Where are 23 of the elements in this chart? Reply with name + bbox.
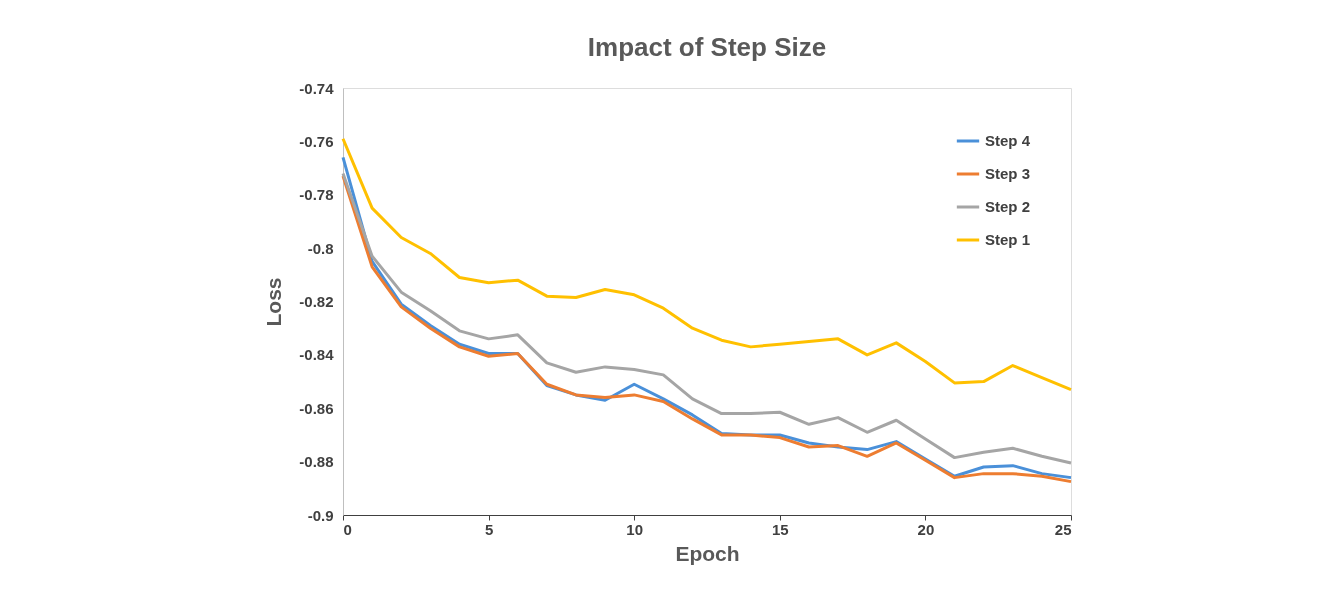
x-tick-label: 5 — [484, 520, 494, 538]
x-tick-label: 20 — [917, 520, 935, 538]
x-tick-label: 0 — [343, 520, 352, 538]
y-tick-label: -0.8 — [307, 239, 334, 257]
y-tick-label: -0.78 — [299, 186, 334, 204]
y-tick-label: -0.88 — [299, 453, 334, 471]
y-tick-label: -0.9 — [307, 506, 334, 524]
y-axis-title: Loss — [262, 277, 286, 327]
y-tick-label: -0.84 — [299, 346, 335, 364]
legend-label: Step 2 — [985, 198, 1031, 215]
y-tick-label: -0.86 — [299, 399, 334, 417]
x-tick-label: 10 — [626, 520, 644, 538]
x-tick-label: 15 — [771, 520, 789, 538]
line-series — [341, 137, 1073, 392]
legend-label: Step 4 — [985, 132, 1031, 149]
x-tick-label: 25 — [1054, 520, 1072, 538]
y-tick-label: -0.82 — [299, 293, 334, 310]
y-tick-label: -0.74 — [299, 79, 335, 97]
chart-title: Impact of Step Size — [587, 32, 827, 62]
x-axis-title: Epoch — [675, 541, 740, 565]
y-tick-label: -0.76 — [299, 132, 334, 150]
legend-label: Step 3 — [985, 165, 1031, 182]
legend-label: Step 1 — [985, 231, 1031, 248]
